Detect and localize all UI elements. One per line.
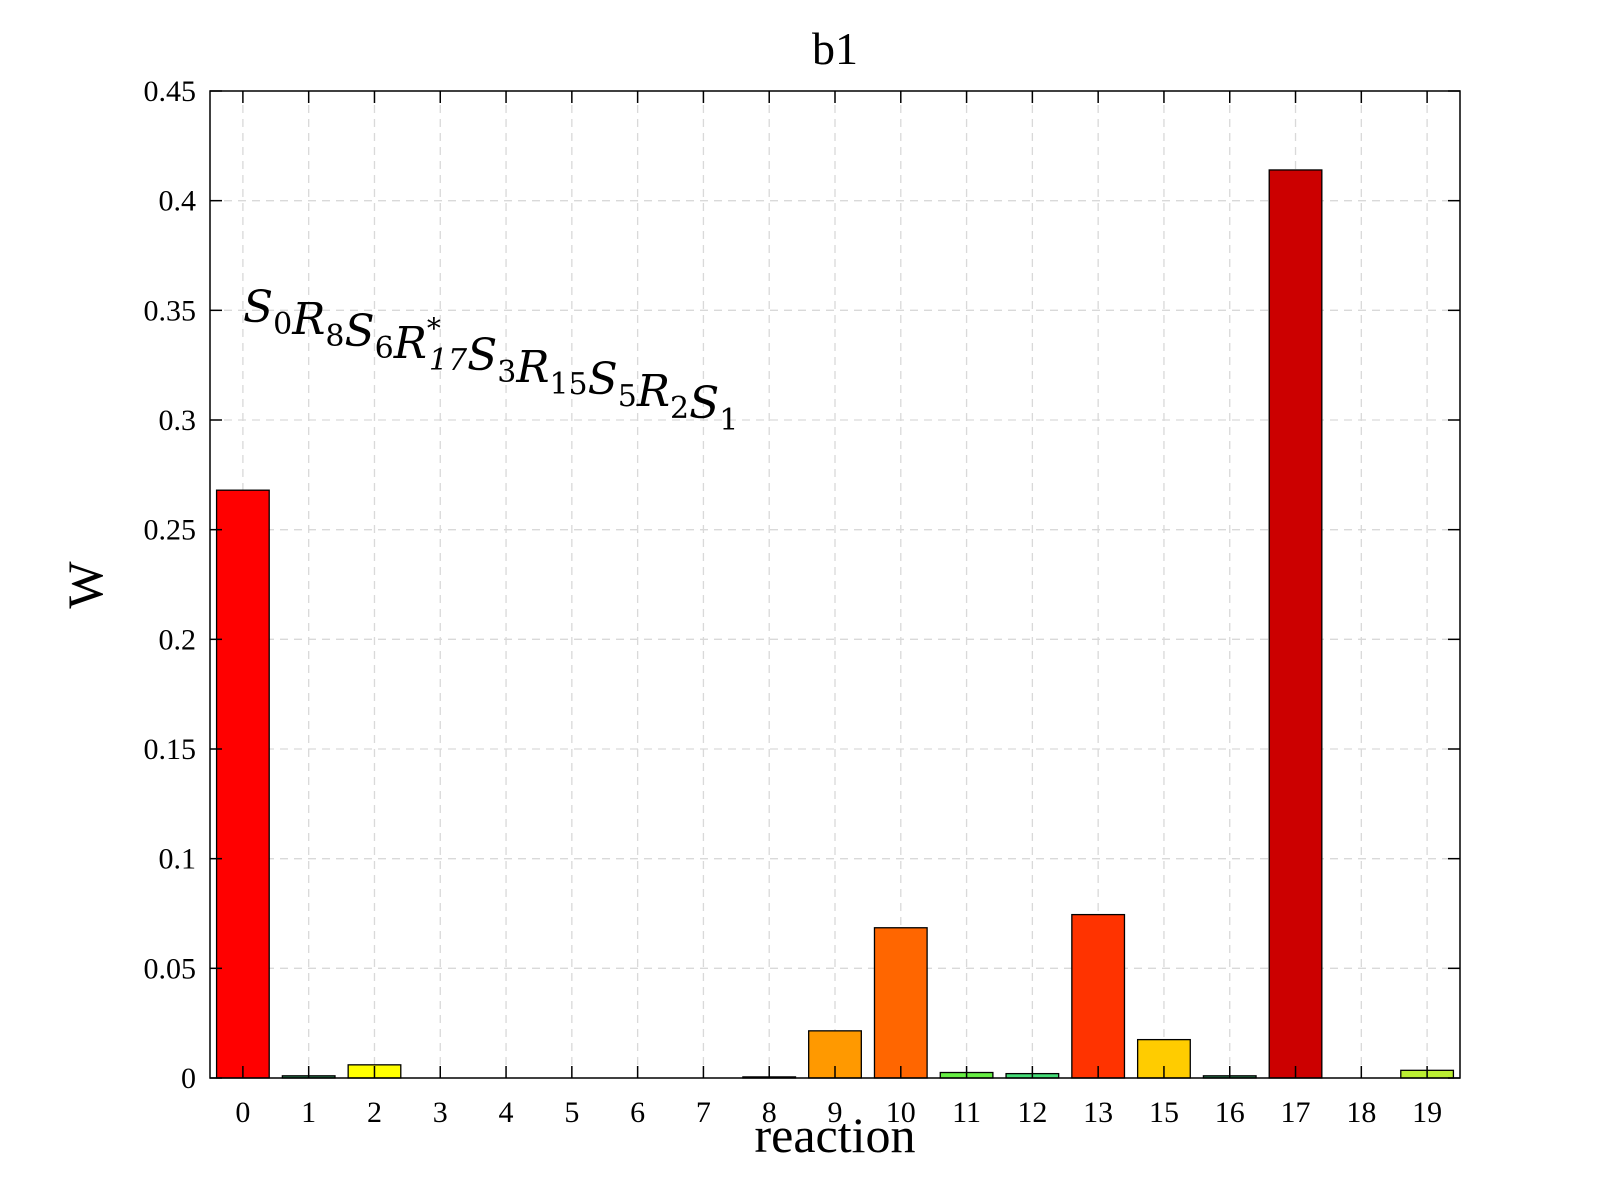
x-tick-labels: 0 1 2 3 4 5 6 7 8 9 10 11 12 13 15 16 17 18 19 <box>235 1096 1442 1129</box>
y-tick-label: 0 <box>181 1062 196 1095</box>
bar-17 <box>1268 169 1323 1079</box>
chart-title: b1 <box>812 23 858 74</box>
x-tick-label: 18 <box>1346 1096 1376 1129</box>
x-tick-label: 10 <box>886 1096 916 1129</box>
x-tick-label: 11 <box>952 1096 981 1129</box>
grid-lines <box>210 91 1460 1078</box>
x-tick-label: 0 <box>235 1096 250 1129</box>
y-tick-label: 0.25 <box>144 514 197 547</box>
x-tick-label: 16 <box>1215 1096 1245 1129</box>
x-axis-label: reaction <box>754 1107 915 1163</box>
y-tick-label: 0.4 <box>159 185 197 218</box>
y-tick-label: 0.15 <box>144 733 197 766</box>
x-tick-label: 12 <box>1017 1096 1047 1129</box>
y-tick-label: 0.45 <box>144 75 197 108</box>
y-tick-label: 0.35 <box>144 294 197 327</box>
bar-10 <box>873 927 928 1079</box>
x-tick-label: 8 <box>762 1096 777 1129</box>
x-tick-label: 9 <box>828 1096 843 1129</box>
y-tick-label: 0.05 <box>144 952 197 985</box>
x-tick-label: 1 <box>301 1096 316 1129</box>
sequence-annotation: S0R8S6R* 17S3R15S5R2S1 <box>243 282 738 438</box>
bar-13 <box>1071 913 1126 1079</box>
y-tick-label: 0.2 <box>159 623 197 656</box>
y-tick-label: 0.1 <box>159 843 197 876</box>
axis-ticks <box>210 90 1460 1079</box>
y-axis-label: W <box>57 561 113 609</box>
x-tick-label: 19 <box>1412 1096 1442 1129</box>
x-tick-label: 3 <box>433 1096 448 1129</box>
x-tick-label: 5 <box>564 1096 579 1129</box>
x-tick-label: 15 <box>1149 1096 1179 1129</box>
y-tick-label: 0.3 <box>159 404 197 437</box>
x-tick-label: 17 <box>1281 1096 1311 1129</box>
bar-0 <box>215 489 270 1079</box>
x-tick-label: 13 <box>1083 1096 1113 1129</box>
y-tick-labels: 0 0.05 0.1 0.15 0.2 0.25 0.3 0.35 0.4 0.45 <box>144 75 197 1095</box>
x-tick-label: 2 <box>367 1096 382 1129</box>
x-tick-label: 7 <box>696 1096 711 1129</box>
x-tick-label: 4 <box>499 1096 514 1129</box>
x-tick-label: 6 <box>630 1096 645 1129</box>
